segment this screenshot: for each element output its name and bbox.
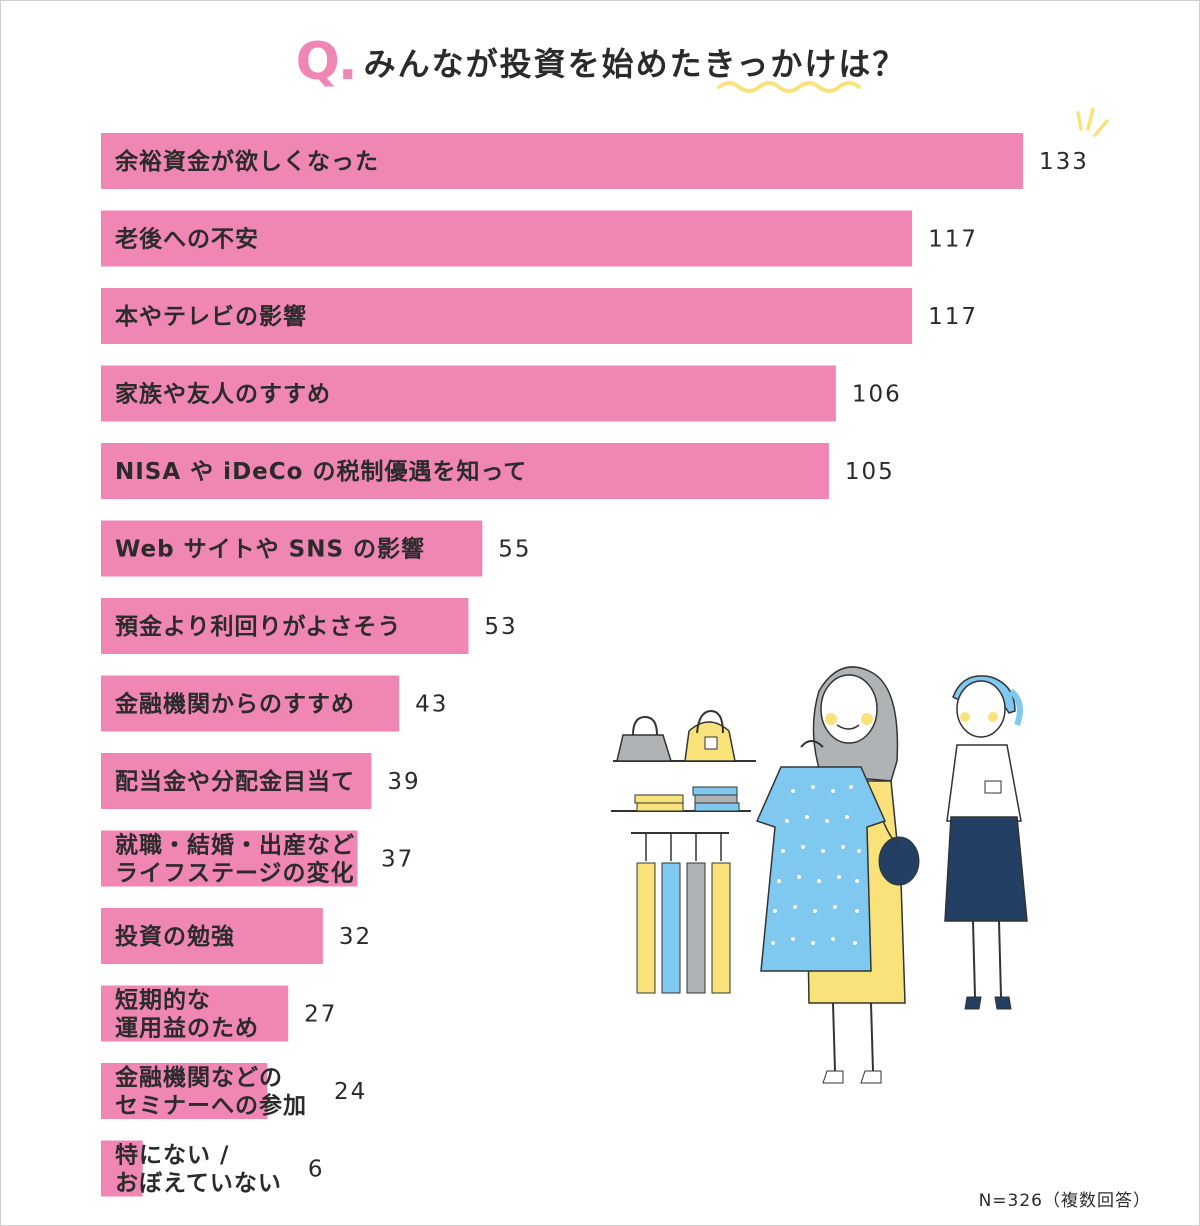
bar-label: 家族や友人のすすめ xyxy=(115,381,331,408)
bar-label: 預金より利回りがよさそう xyxy=(115,613,401,640)
value-label: 117 xyxy=(928,304,978,330)
bar xyxy=(101,985,289,1042)
bar-label: 老後への不安 xyxy=(114,226,259,253)
bar xyxy=(101,908,323,964)
bar xyxy=(101,1063,268,1119)
bar xyxy=(101,210,913,267)
bar xyxy=(101,520,483,577)
shop-assistant xyxy=(944,675,1028,1010)
folded-clothes-icon xyxy=(634,786,740,812)
bar-label: 投資の勉強 xyxy=(115,923,235,950)
bar xyxy=(101,443,829,499)
bar-label: 余裕資金が欲しくなった xyxy=(114,148,379,175)
bar xyxy=(101,598,469,654)
shopping-illustration xyxy=(611,666,1028,1084)
bar xyxy=(101,288,913,344)
sparkle-icon xyxy=(1076,107,1109,137)
value-label: 24 xyxy=(334,1079,367,1105)
bar xyxy=(101,675,400,732)
dress-icon xyxy=(755,740,887,972)
value-label: 37 xyxy=(381,847,414,873)
bar-label: 配当金や分配金目当て xyxy=(115,768,355,795)
value-label: 117 xyxy=(928,227,978,253)
bar xyxy=(101,365,836,422)
wavy-underline xyxy=(717,81,861,93)
value-label: 39 xyxy=(387,769,420,795)
value-label: 32 xyxy=(339,924,372,950)
bar-label: Web サイトや SNS の影響 xyxy=(115,536,425,563)
bag-icon xyxy=(684,709,736,762)
bar-label: 金融機関からのすすめ xyxy=(114,691,355,718)
sample-note: N=326（複数回答） xyxy=(978,1191,1151,1211)
bar-label: 短期的な運用益のため xyxy=(115,987,259,1042)
value-label: 105 xyxy=(845,459,895,485)
bar xyxy=(101,1140,143,1197)
value-label: 133 xyxy=(1039,149,1089,175)
bar-label: 金融機関などのセミナーへの参加 xyxy=(114,1064,307,1119)
bar xyxy=(101,753,372,809)
value-label: 55 xyxy=(498,537,531,563)
hanger-icon xyxy=(636,833,731,994)
bars-layer: 余裕資金が欲しくなった 133 老後への不安 117 本やテレビの影響 117 家族や友人の… xyxy=(101,133,1089,1197)
value-label: 6 xyxy=(308,1157,325,1183)
bar-label: 就職・結婚・出産などライフステージの変化 xyxy=(115,832,355,887)
q-mark: Q. xyxy=(295,32,358,92)
title-row: Q. みんなが投資を始めたきっかけは？ xyxy=(1,27,1199,97)
value-label: 53 xyxy=(484,614,517,640)
bag-icon xyxy=(616,715,673,762)
bar xyxy=(101,133,1023,189)
bar xyxy=(101,830,358,887)
bar-label: 本やテレビの影響 xyxy=(115,303,307,330)
value-label: 43 xyxy=(415,692,448,718)
page-title: みんなが投資を始めたきっかけは？ xyxy=(363,45,907,83)
bar-label: 特にない /おぼえていない xyxy=(115,1143,282,1197)
bar-label: NISA や iDeCo の税制優遇を知って xyxy=(115,458,527,485)
value-label: 106 xyxy=(852,382,902,408)
title-decor xyxy=(717,81,1109,137)
value-label: 27 xyxy=(304,1002,337,1028)
